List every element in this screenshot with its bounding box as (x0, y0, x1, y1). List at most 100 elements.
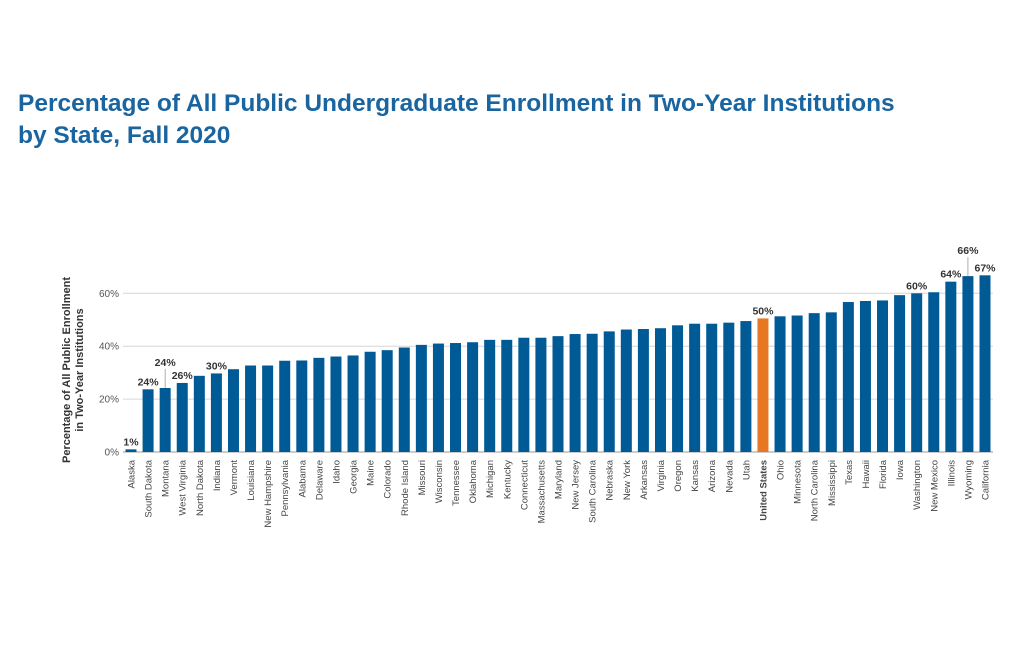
bar (894, 295, 906, 452)
bar (859, 300, 871, 452)
bar (808, 313, 820, 452)
bar (125, 449, 137, 452)
data-label: 60% (906, 280, 928, 292)
bar (142, 389, 154, 452)
x-tick-label: Pennsylvania (280, 459, 291, 516)
x-tick-label: Maryland (554, 460, 565, 499)
x-tick-label: Kansas (690, 460, 701, 492)
bar (791, 315, 803, 452)
y-axis-title-line2: in Two-Year Institutions (74, 308, 86, 431)
bar (911, 293, 923, 452)
bar (467, 342, 479, 452)
y-tick-label: 60% (99, 289, 119, 300)
x-tick-label: Delaware (314, 460, 325, 500)
bar (877, 300, 889, 452)
x-tick-label: Nebraska (605, 459, 616, 500)
x-tick-label: North Carolina (810, 459, 821, 521)
bar (262, 365, 274, 452)
bar (330, 356, 342, 452)
x-tick-label: South Dakota (144, 459, 155, 517)
x-tick-label: Nevada (724, 459, 735, 492)
x-tick-label: Wyoming (963, 460, 974, 500)
x-tick-label: Oklahoma (468, 459, 479, 503)
bar (193, 375, 205, 452)
bar (723, 322, 735, 452)
bar (227, 369, 239, 452)
x-tick-label: United States (758, 460, 769, 521)
x-tick-label: Arkansas (639, 460, 650, 500)
bar (825, 312, 837, 452)
bar (364, 351, 376, 452)
bar (740, 321, 752, 452)
x-tick-label: California (981, 459, 992, 500)
chart-title: Percentage of All Public Undergraduate E… (18, 90, 895, 149)
bar (979, 275, 991, 452)
bar (928, 292, 940, 452)
x-tick-label: Florida (878, 459, 889, 489)
bar (484, 339, 496, 452)
x-tick-label: Texas (844, 460, 855, 485)
x-tick-label: Oregon (673, 460, 684, 492)
x-tick-label: Virginia (656, 459, 667, 491)
data-label: 1% (123, 436, 139, 448)
bar (381, 350, 393, 452)
bar (842, 302, 854, 452)
x-tick-label: New Jersey (571, 460, 582, 510)
x-tick-label: Alaska (127, 459, 138, 488)
y-tick-label: 40% (99, 342, 119, 353)
x-tick-label: Kentucky (502, 460, 513, 499)
y-tick-label: 20% (99, 395, 119, 406)
bar (654, 328, 666, 452)
x-tick-label: Mississippi (827, 460, 838, 506)
bar (586, 333, 598, 452)
x-tick-label: Washington (912, 460, 923, 510)
bar (620, 329, 632, 452)
bar (159, 387, 171, 452)
x-tick-label: Montana (161, 459, 172, 497)
data-label: 64% (940, 269, 962, 281)
bar (450, 343, 462, 452)
bar (210, 373, 222, 452)
x-tick-label: Maine (366, 460, 377, 486)
bar (757, 318, 769, 452)
bar (603, 331, 615, 452)
x-tick-label: Rhode Island (400, 460, 411, 516)
bar (296, 360, 308, 452)
x-tick-label: Indiana (212, 459, 223, 491)
x-tick-label: Ohio (776, 460, 787, 480)
x-tick-label: Missouri (417, 460, 428, 495)
bar (535, 337, 547, 452)
x-tick-label: Tennessee (451, 460, 462, 506)
data-label: 50% (752, 305, 774, 317)
x-tick-label: Illinois (946, 460, 957, 487)
bar (245, 365, 257, 452)
data-label: 26% (172, 370, 194, 382)
x-tick-label: West Virginia (178, 459, 189, 515)
bar (347, 355, 359, 452)
x-tick-label: Michigan (485, 460, 496, 498)
data-label: 30% (206, 360, 228, 372)
y-axis-title-line1: Percentage of All Public Enrollment (61, 277, 73, 463)
x-tick-label: New Mexico (929, 460, 940, 512)
x-tick-label: Idaho (331, 460, 342, 484)
x-tick-label: Colorado (383, 460, 394, 499)
x-tick-label: Alabama (297, 459, 308, 497)
bar (774, 316, 786, 452)
bar (415, 344, 427, 452)
bar (637, 329, 649, 452)
bar (313, 357, 325, 452)
x-tick-label: Iowa (895, 459, 906, 480)
x-tick-label: Massachusetts (536, 460, 547, 524)
x-tick-label: North Dakota (195, 459, 206, 516)
x-tick-label: New York (622, 460, 633, 500)
x-tick-label: Minnesota (793, 459, 804, 504)
x-tick-label: New Hampshire (263, 460, 274, 528)
bar (569, 334, 581, 452)
bar (432, 343, 444, 452)
x-tick-label: Vermont (229, 460, 240, 496)
bar (279, 360, 291, 452)
bar (176, 382, 188, 452)
bar (706, 323, 718, 452)
bar (689, 323, 701, 452)
